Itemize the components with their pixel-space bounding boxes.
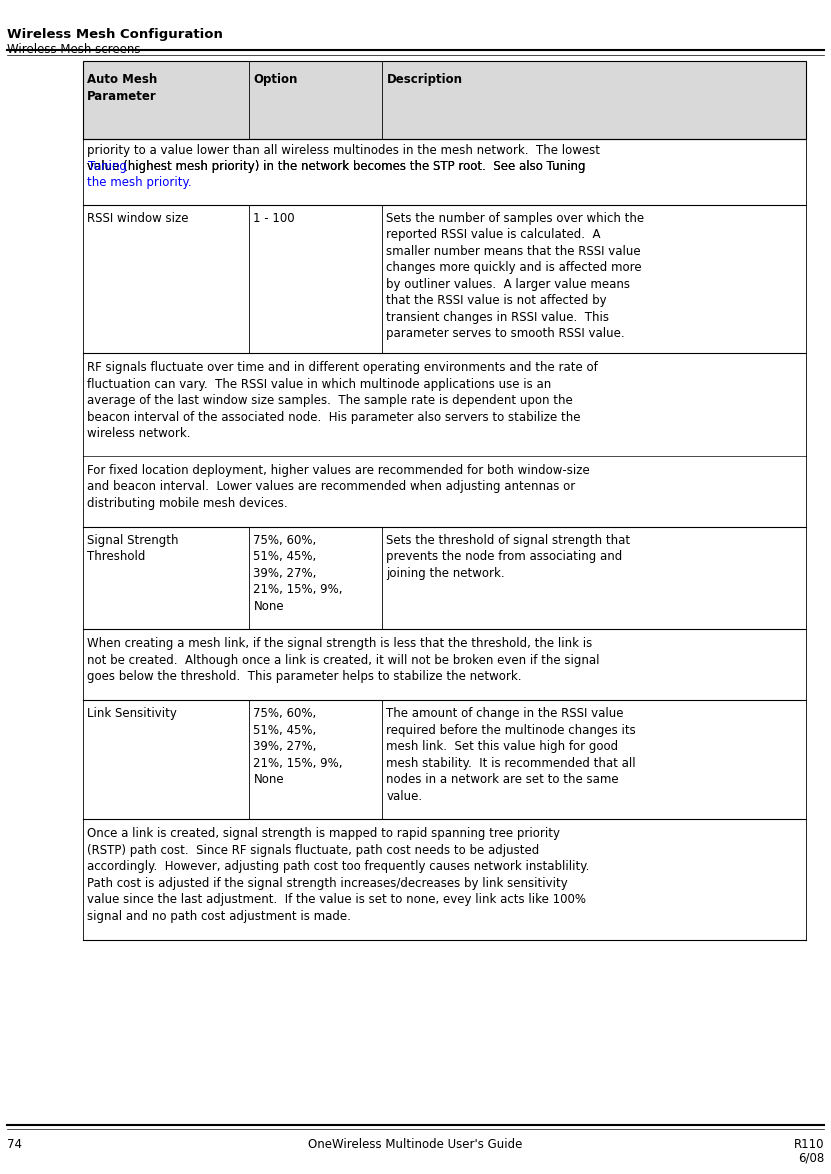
Text: Wireless Mesh screens: Wireless Mesh screens [7,43,140,56]
Text: OneWireless Multinode User's Guide: OneWireless Multinode User's Guide [308,1138,523,1151]
Text: When creating a mesh link, if the signal strength is less that the threshold, th: When creating a mesh link, if the signal… [87,637,600,683]
Text: Wireless Mesh Configuration: Wireless Mesh Configuration [7,28,223,41]
Text: The amount of change in the RSSI value
required before the multinode changes its: The amount of change in the RSSI value r… [386,708,637,803]
Text: Once a link is created, signal strength is mapped to rapid spanning tree priorit: Once a link is created, signal strength … [87,828,590,923]
Text: Option: Option [253,73,297,86]
Text: Sets the number of samples over which the
reported RSSI value is calculated.  A
: Sets the number of samples over which th… [386,212,645,340]
Text: value (highest mesh priority) in the network becomes the STP root.  See also Tun: value (highest mesh priority) in the net… [87,161,586,174]
Text: Tuning: Tuning [88,161,126,174]
Text: Description: Description [386,73,462,86]
FancyBboxPatch shape [83,61,806,139]
Text: Link Sensitivity: Link Sensitivity [87,708,177,721]
Text: 74: 74 [7,1138,22,1151]
Text: R110: R110 [794,1138,824,1151]
Text: Auto Mesh
Parameter: Auto Mesh Parameter [87,73,158,103]
Text: For fixed location deployment, higher values are recommended for both window-siz: For fixed location deployment, higher va… [87,464,590,510]
Text: value (highest mesh priority) in the network becomes the STP root.  See also Tun: value (highest mesh priority) in the net… [87,161,586,174]
Text: priority to a value lower than all wireless multinodes in the mesh network.  The: priority to a value lower than all wirel… [87,144,600,157]
Text: the mesh priority.: the mesh priority. [87,176,192,189]
Text: 75%, 60%,
51%, 45%,
39%, 27%,
21%, 15%, 9%,
None: 75%, 60%, 51%, 45%, 39%, 27%, 21%, 15%, … [253,708,343,787]
Text: 75%, 60%,
51%, 45%,
39%, 27%,
21%, 15%, 9%,
None: 75%, 60%, 51%, 45%, 39%, 27%, 21%, 15%, … [253,534,343,613]
Text: 6/08: 6/08 [798,1152,824,1165]
Text: Signal Strength
Threshold: Signal Strength Threshold [87,534,179,564]
Text: RSSI window size: RSSI window size [87,212,189,225]
Text: 1 - 100: 1 - 100 [253,212,295,225]
Text: Sets the threshold of signal strength that
prevents the node from associating an: Sets the threshold of signal strength th… [386,534,631,580]
Text: RF signals fluctuate over time and in different operating environments and the r: RF signals fluctuate over time and in di… [87,362,598,440]
